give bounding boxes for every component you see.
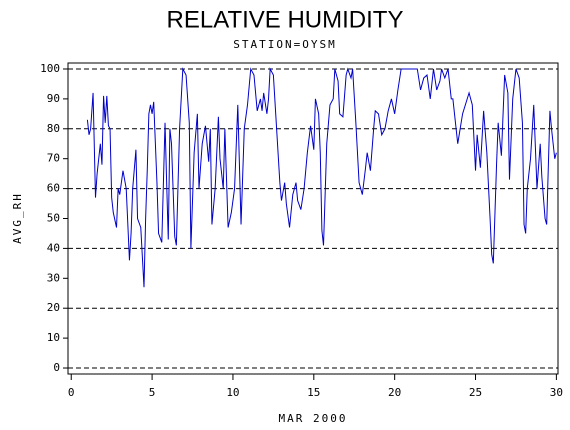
data-line [86,67,557,288]
y-tick-label: 20 [47,301,60,314]
x-tick-label: 25 [469,386,482,399]
y-tick-label: 30 [47,271,60,284]
x-tick-label: 0 [68,386,75,399]
x-tick-label: 20 [388,386,401,399]
y-tick-label: 50 [47,212,60,225]
y-axis-label: AVG_RH [11,192,24,244]
y-tick-label: 10 [47,331,60,344]
plot-frame [67,62,559,375]
chart-subtitle: STATION=OYSM [233,38,336,51]
y-tick-label: 90 [47,92,60,105]
x-tick-label: 15 [307,386,320,399]
x-tick-label: 5 [149,386,156,399]
y-tick-label: 100 [40,62,60,75]
x-tick-label: 10 [226,386,239,399]
x-tick-label: 30 [550,386,563,399]
y-tick-label: 80 [47,122,60,135]
x-axis-label: MAR 2000 [279,412,348,425]
y-tick-label: 40 [47,241,60,254]
chart-title: RELATIVE HUMIDITY [167,6,404,33]
y-tick-label: 0 [53,361,60,374]
y-tick-label: 60 [47,182,60,195]
y-tick-label: 70 [47,152,60,165]
